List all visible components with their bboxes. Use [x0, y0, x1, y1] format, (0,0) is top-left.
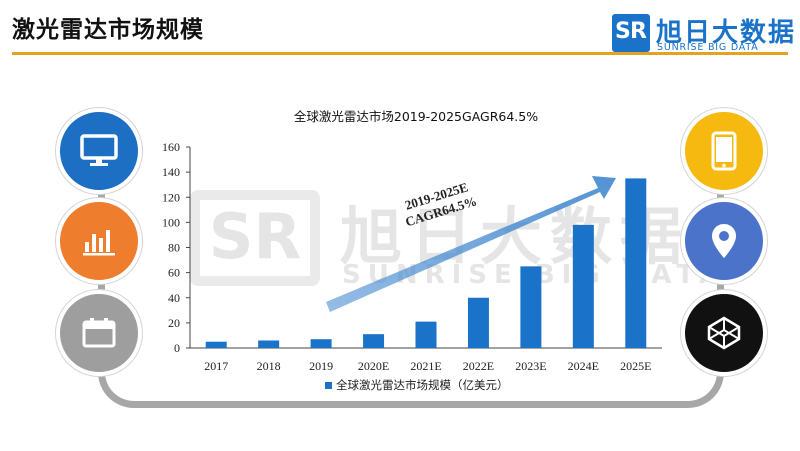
- bar-2019: [310, 339, 332, 348]
- location-pin-icon: [712, 224, 736, 258]
- y-tick-label: 140: [162, 165, 180, 179]
- bar-chart-circle: [56, 198, 142, 284]
- legend-label: 全球激光雷达市场规模（亿美元）: [336, 378, 509, 392]
- y-tick-label: 80: [168, 241, 180, 255]
- cagr-annotation: 2019-2025E CAGR64.5%: [403, 179, 479, 229]
- calendar-icon: [82, 318, 116, 348]
- monitor-circle: [56, 108, 142, 194]
- code-cube-icon: [707, 316, 741, 350]
- logo-english-name: SUNRISE BIG DATA: [657, 42, 759, 53]
- bar-chart-icon: [83, 230, 115, 256]
- bar-2022E: [467, 297, 489, 348]
- x-tick-label: 2021E: [410, 359, 441, 373]
- x-tick-label: 2024E: [568, 359, 599, 373]
- x-tick-label: 2023E: [515, 359, 546, 373]
- trend-arrow: [326, 176, 616, 312]
- bar-2021E: [415, 321, 437, 348]
- bar-2018: [258, 340, 280, 348]
- title-divider: [12, 52, 788, 55]
- x-tick-label: 2025E: [620, 359, 651, 373]
- x-tick-label: 2022E: [463, 359, 494, 373]
- phone-icon: [711, 131, 737, 171]
- x-tick-label: 2017: [204, 359, 228, 373]
- monitor-icon: [80, 134, 118, 166]
- code-cube-circle: [681, 290, 767, 376]
- bar-2017: [205, 341, 227, 348]
- bar-2024E: [572, 224, 594, 348]
- x-tick-label: 2018: [257, 359, 281, 373]
- chart-title: 全球激光雷达市场2019-2025GAGR64.5%: [294, 109, 538, 124]
- page-title: 激光雷达市场规模: [12, 17, 204, 43]
- y-tick-label: 0: [174, 341, 180, 355]
- y-tick-label: 60: [168, 266, 180, 280]
- phone-circle: [681, 108, 767, 194]
- location-circle: [681, 198, 767, 284]
- y-tick-label: 40: [168, 291, 180, 305]
- bar-2020E: [363, 334, 385, 348]
- x-tick-label: 2019: [309, 359, 333, 373]
- logo-chinese-name: 旭日大数据: [656, 18, 797, 48]
- y-tick-label: 100: [162, 215, 180, 229]
- y-tick-label: 120: [162, 190, 180, 204]
- bar-2023E: [520, 266, 542, 348]
- y-tick-label: 160: [162, 140, 180, 154]
- x-tick-label: 2020E: [358, 359, 389, 373]
- bar-2025E: [625, 178, 647, 348]
- chart-legend: 全球激光雷达市场规模（亿美元）: [325, 378, 509, 392]
- legend-swatch: [325, 382, 332, 389]
- calendar-circle: [56, 290, 142, 376]
- y-tick-label: 20: [168, 316, 180, 330]
